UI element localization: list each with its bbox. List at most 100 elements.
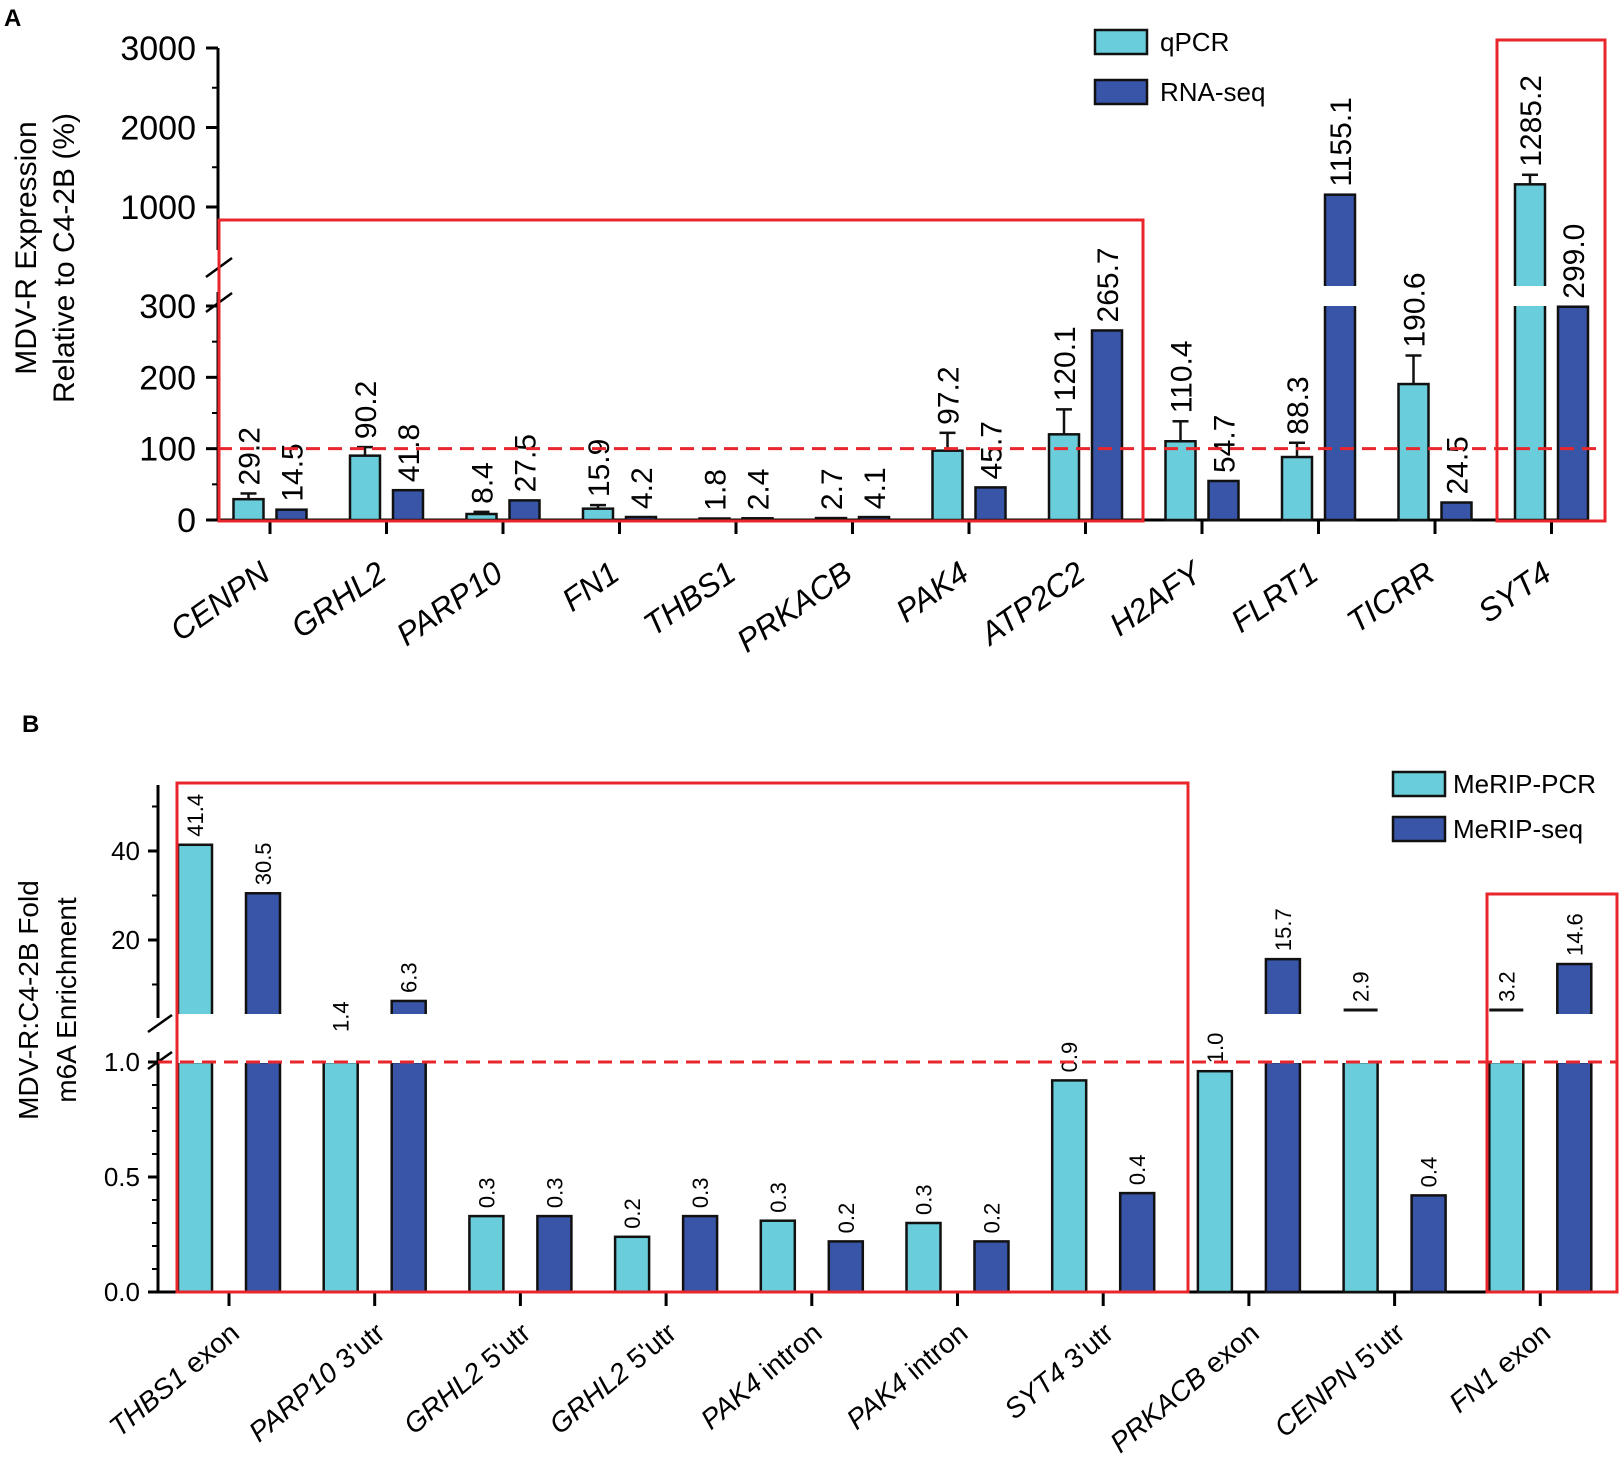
x-tick-label-fn1: FN1 [555,554,625,618]
value-label: 14.5 [277,443,310,501]
value-label: 0.3 [688,1178,713,1209]
gene-name: PRKACB [1104,1361,1212,1459]
bar-meripseq-0-upper [244,892,282,1024]
bar-rna-seq-ticrr [1440,501,1473,522]
x-tick-label-h2afy: H2AFY [1103,553,1210,643]
value-label: 1285.2 [1515,75,1548,167]
bar-meripseq-2 [536,1214,573,1294]
bar-merippcr-8-lower [1342,1060,1379,1294]
bar-break-gap [388,1014,429,1024]
value-label: 4.2 [626,467,659,509]
y-tick-label: 0.0 [104,1277,140,1307]
region-name: intron [748,1317,828,1391]
gene-name: PARP10 [243,1356,344,1448]
value-label: 0.9 [1057,1042,1082,1073]
value-label: 97.2 [933,366,966,424]
bar-meripseq-7-upper [1264,957,1302,1024]
bar-merippcr-5 [905,1221,942,1294]
x-tick-label-5: PAK4 intron [841,1317,974,1435]
region-name: intron [894,1317,974,1391]
bar-qpcr-syt4 [1513,183,1547,522]
value-label: 2.4 [743,469,776,511]
bar-meripseq-8 [1410,1194,1447,1294]
value-label: 1.0 [1203,1033,1228,1064]
bar-break-gap [320,1022,361,1063]
panel-b-chart: 0.0 0.5 1.0 20 40 MDV-R:C4-2B Fold m6A Enrichm… [13,769,1619,1459]
bar-break-gap [1554,1014,1595,1024]
x-tick-label-thbs1: THBS1 [637,554,742,643]
highlight-box [217,218,1145,523]
x-tick-label-cenpn: CENPN [164,554,277,648]
y-tick-label: 2000 [120,110,196,148]
value-label: 3.2 [1494,971,1519,1002]
bar-qpcr-flrt1 [1280,455,1314,522]
bar-meripseq-9-upper [1556,962,1593,1024]
x-tick-label-1: PARP10 3'utr [243,1317,391,1448]
bar-qpcr-pak4 [931,449,964,522]
value-label: 120.1 [1049,326,1082,401]
value-label: 0.3 [542,1178,567,1209]
panel-b-label: B [22,711,39,738]
value-label: 0.3 [766,1182,791,1213]
bar-break-gap [1262,1022,1303,1063]
bar-meripseq-4 [827,1240,865,1294]
value-label: 14.6 [1562,913,1587,956]
value-label: 110.4 [1166,340,1199,413]
bar-meripseq-5 [973,1240,1010,1294]
value-label: 0.2 [834,1203,859,1234]
x-tick-label-flrt1: FLRT1 [1224,554,1324,639]
bar-meripseq-6 [1118,1191,1156,1294]
y-tick-label: 20 [111,925,140,955]
x-tick-label-9: FN1 exon [1443,1317,1556,1419]
bar-meripseq-3 [681,1214,719,1294]
y-axis-label-line1: MDV-R:C4-2B Fold [13,880,44,1120]
value-label: 1.8 [700,469,733,511]
bar-merippcr-2 [468,1214,505,1294]
highlight-box [175,781,1190,1294]
legend-label-rna-seq: RNA-seq [1160,77,1265,107]
value-label: 41.4 [183,794,208,837]
x-tick-label-7: PRKACB exon [1104,1317,1265,1459]
y-tick-label: 0 [177,502,196,540]
x-tick-label-grhl2: GRHL2 [284,554,392,645]
y-tick-label: 3000 [120,30,196,68]
bar-rna-seq-atp2c2 [1090,329,1124,522]
region-name: exon [1484,1317,1556,1385]
bar-meripseq-9-lower [1556,1060,1593,1294]
bar-meripseq-7-lower [1264,1060,1302,1294]
bar-merippcr-7 [1196,1069,1234,1294]
value-label: 265.7 [1092,247,1125,322]
bar-break-gap [388,1022,429,1063]
bar-break-gap [175,1022,215,1063]
x-tick-label-pak4: PAK4 [889,554,975,629]
x-tick-label-3: GRHL2 5'utr [543,1317,681,1440]
bar-qpcr-ticrr [1397,382,1430,522]
value-label: 0.2 [620,1198,645,1229]
legend-label-1: MeRIP-seq [1453,814,1583,844]
bar-break-gap [175,1014,215,1024]
bar-qpcr-cenpn [232,497,265,522]
value-label: 29.2 [234,427,267,485]
bar-break-gap [1554,1022,1595,1063]
value-label: 41.8 [393,424,426,482]
value-label: 1155.1 [1325,97,1358,187]
value-label: 0.3 [912,1184,937,1215]
bar-break-gap [1322,286,1358,306]
x-tick-label-2: GRHL2 5'utr [398,1317,536,1440]
panel-a-chart: 0 100 200 300 1000 2000 3000 MDV-R Expression Re… [10,27,1607,659]
value-label: 2.9 [1349,971,1374,1002]
value-label: 6.3 [397,962,422,993]
x-tick-label-parp10: PARP10 [390,554,509,653]
bar-merippcr-3 [613,1235,651,1294]
value-label: 0.3 [474,1178,499,1209]
gene-name: THBS1 [103,1361,192,1443]
region-name: exon [172,1317,244,1385]
bar-rna-seq-grhl2 [391,488,425,522]
bar-merippcr-0-upper [176,843,214,1024]
value-label: 88.3 [1282,376,1315,434]
y-tick-label: 1000 [120,189,196,227]
value-label: 0.2 [980,1203,1005,1234]
x-tick-label-syt4: SYT4 [1471,554,1557,629]
value-label: 2.7 [816,468,849,510]
